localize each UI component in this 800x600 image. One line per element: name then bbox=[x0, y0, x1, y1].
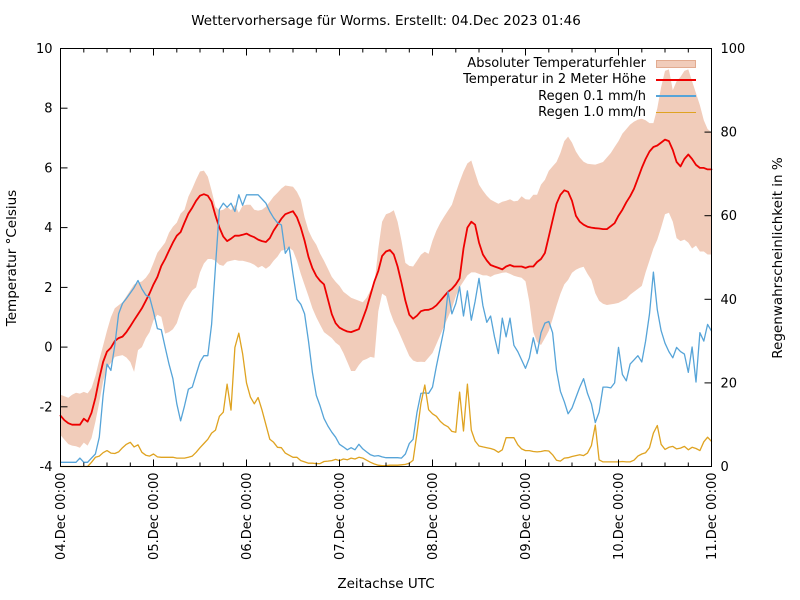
x-tick-label: 08.Dec 00:00 bbox=[426, 473, 441, 560]
y-tick-label-left: -2 bbox=[40, 400, 53, 415]
legend-item-rain-10: Regen 1.0 mm/h bbox=[463, 104, 696, 120]
legend: Absoluter Temperaturfehler Temperatur in… bbox=[463, 56, 696, 121]
y-tick-label-right: 0 bbox=[721, 460, 729, 475]
rain-01-line-sample bbox=[656, 95, 696, 98]
series-line-3 bbox=[59, 332, 713, 468]
x-axis-label: Zeitachse UTC bbox=[337, 576, 435, 592]
y-tick-label-left: 6 bbox=[44, 161, 52, 176]
y-tick-label-right: 80 bbox=[721, 126, 738, 141]
legend-item-rain-01: Regen 0.1 mm/h bbox=[463, 88, 696, 104]
series-line-2 bbox=[59, 194, 713, 463]
chart-title: Wettervorhersage für Worms. Erstellt: 04… bbox=[191, 13, 581, 29]
x-tick-label: 10.Dec 00:00 bbox=[612, 473, 627, 560]
y-tick-label-left: 2 bbox=[44, 281, 52, 296]
rain-10-line-sample bbox=[656, 111, 696, 114]
band-swatch bbox=[656, 59, 696, 68]
y-tick-label-right: 20 bbox=[721, 376, 738, 391]
x-tick-label: 06.Dec 00:00 bbox=[240, 473, 255, 560]
band-0 bbox=[60, 69, 712, 448]
y-tick-label-left: 0 bbox=[44, 341, 52, 356]
y-tick-label-right: 40 bbox=[721, 293, 738, 308]
legend-item-temperature-error: Absoluter Temperaturfehler bbox=[463, 56, 696, 72]
series-line-1 bbox=[59, 138, 713, 426]
x-tick-label: 05.Dec 00:00 bbox=[147, 473, 162, 560]
x-tick-label: 07.Dec 00:00 bbox=[333, 473, 348, 560]
y-tick-label-left: 10 bbox=[36, 42, 53, 57]
y-tick-label-left: 4 bbox=[44, 221, 52, 236]
legend-label: Regen 0.1 mm/h bbox=[538, 88, 646, 104]
y-axis-label-right: Regenwahrscheinlichkeit in % bbox=[770, 157, 786, 359]
x-tick-label: 04.Dec 00:00 bbox=[54, 473, 69, 560]
legend-item-temperature: Temperatur in 2 Meter Höhe bbox=[463, 72, 696, 88]
y-axis-label-left: Temperatur °Celsius bbox=[4, 189, 20, 327]
temperature-line-sample bbox=[656, 78, 696, 81]
legend-label: Temperatur in 2 Meter Höhe bbox=[463, 72, 646, 88]
legend-label: Absoluter Temperaturfehler bbox=[467, 56, 646, 72]
x-tick-label: 09.Dec 00:00 bbox=[519, 473, 534, 560]
y-tick-label-left: 8 bbox=[44, 102, 52, 117]
y-tick-label-right: 100 bbox=[721, 42, 746, 57]
y-tick-label-right: 60 bbox=[721, 209, 738, 224]
y-tick-label-left: -4 bbox=[40, 460, 53, 475]
x-tick-label: 11.Dec 00:00 bbox=[705, 473, 720, 560]
legend-label: Regen 1.0 mm/h bbox=[538, 105, 646, 121]
